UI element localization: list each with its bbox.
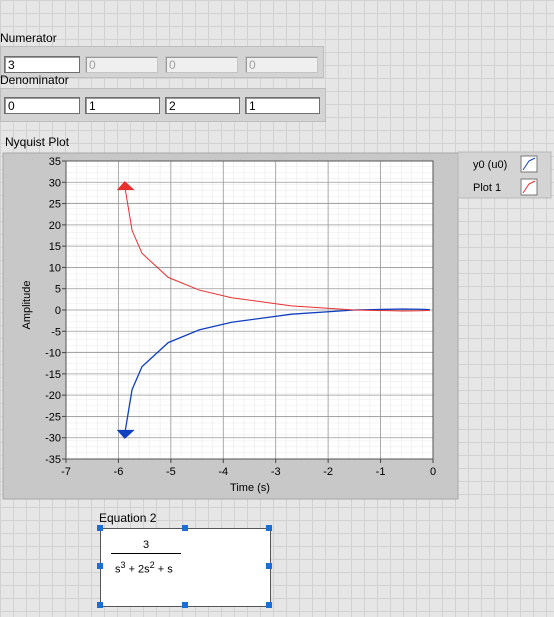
y-tick-label: 30 <box>49 177 61 189</box>
numeric-input[interactable]: 0 <box>165 56 238 73</box>
y-tick-label: 20 <box>49 220 61 232</box>
legend-swatch <box>520 178 538 196</box>
term: + 2s <box>125 563 150 576</box>
y-tick-label: -25 <box>45 411 61 423</box>
legend-line <box>522 157 536 171</box>
x-tick-label: -1 <box>376 466 386 478</box>
handle[interactable] <box>97 563 103 569</box>
x-tick-label: 0 <box>430 466 436 478</box>
y-tick-label: 25 <box>49 199 61 211</box>
y-tick-label: 5 <box>55 284 61 296</box>
numeric-input[interactable]: 0 <box>4 97 80 114</box>
series-line <box>124 308 430 435</box>
x-axis-label: Time (s) <box>230 482 270 494</box>
handle[interactable] <box>182 602 188 608</box>
y-tick-label: -15 <box>45 369 61 381</box>
chart: Amplitude Time (s) -35-30-25-20-15-10-50… <box>2 151 552 500</box>
y-tick-label: -30 <box>45 433 61 445</box>
chart-title: Nyquist Plot <box>5 135 70 149</box>
handle[interactable] <box>266 563 272 569</box>
fraction-bar <box>111 553 181 554</box>
numeric-input[interactable]: 3 <box>4 56 80 73</box>
y-tick-label: -10 <box>45 348 61 360</box>
equation-box[interactable]: 3 s3 + 2s2 + s <box>100 528 271 607</box>
x-tick-label: -2 <box>323 466 333 478</box>
numeric-input[interactable]: 0 <box>85 56 158 73</box>
numeric-input[interactable]: 1 <box>245 97 320 114</box>
denominator-label: Denominator <box>0 73 69 87</box>
handle[interactable] <box>182 525 188 531</box>
handle[interactable] <box>97 525 103 531</box>
plot-border <box>65 160 434 460</box>
x-tick-label: -4 <box>218 466 228 478</box>
arrow-head <box>116 181 135 191</box>
y-tick-label: 0 <box>55 305 61 317</box>
term: + s <box>154 563 173 576</box>
x-tick-label: -5 <box>166 466 176 478</box>
equation-denominator: s3 + 2s2 + s <box>115 560 173 576</box>
series-line <box>124 185 430 312</box>
x-tick-label: -7 <box>61 466 71 478</box>
x-tick-label: -6 <box>114 466 124 478</box>
numeric-input[interactable]: 1 <box>85 97 160 114</box>
equation-label: Equation 2 <box>99 511 157 525</box>
legend-swatch <box>520 155 538 173</box>
term: s <box>115 563 121 576</box>
legend-label: Plot 1 <box>473 182 501 194</box>
handle[interactable] <box>266 525 272 531</box>
numeric-input[interactable]: 0 <box>245 56 318 73</box>
y-tick-label: -35 <box>45 454 61 466</box>
arrow-head <box>116 429 135 439</box>
y-tick-label: -20 <box>45 390 61 402</box>
numeric-input[interactable]: 2 <box>165 97 240 114</box>
exponent: 2 <box>149 560 155 570</box>
y-tick-label: 35 <box>49 156 61 168</box>
y-axis-label: Amplitude <box>21 281 33 330</box>
y-tick-label: 10 <box>49 262 61 274</box>
y-tick-label: 15 <box>49 241 61 253</box>
numerator-label: Numerator <box>0 31 57 45</box>
handle[interactable] <box>266 602 272 608</box>
handle[interactable] <box>97 602 103 608</box>
legend-line <box>522 180 536 194</box>
legend-label: y0 (u0) <box>473 159 507 171</box>
y-tick-label: -5 <box>51 326 61 338</box>
exponent: 3 <box>120 560 126 570</box>
x-tick-label: -3 <box>271 466 281 478</box>
equation-numerator: 3 <box>142 539 150 551</box>
